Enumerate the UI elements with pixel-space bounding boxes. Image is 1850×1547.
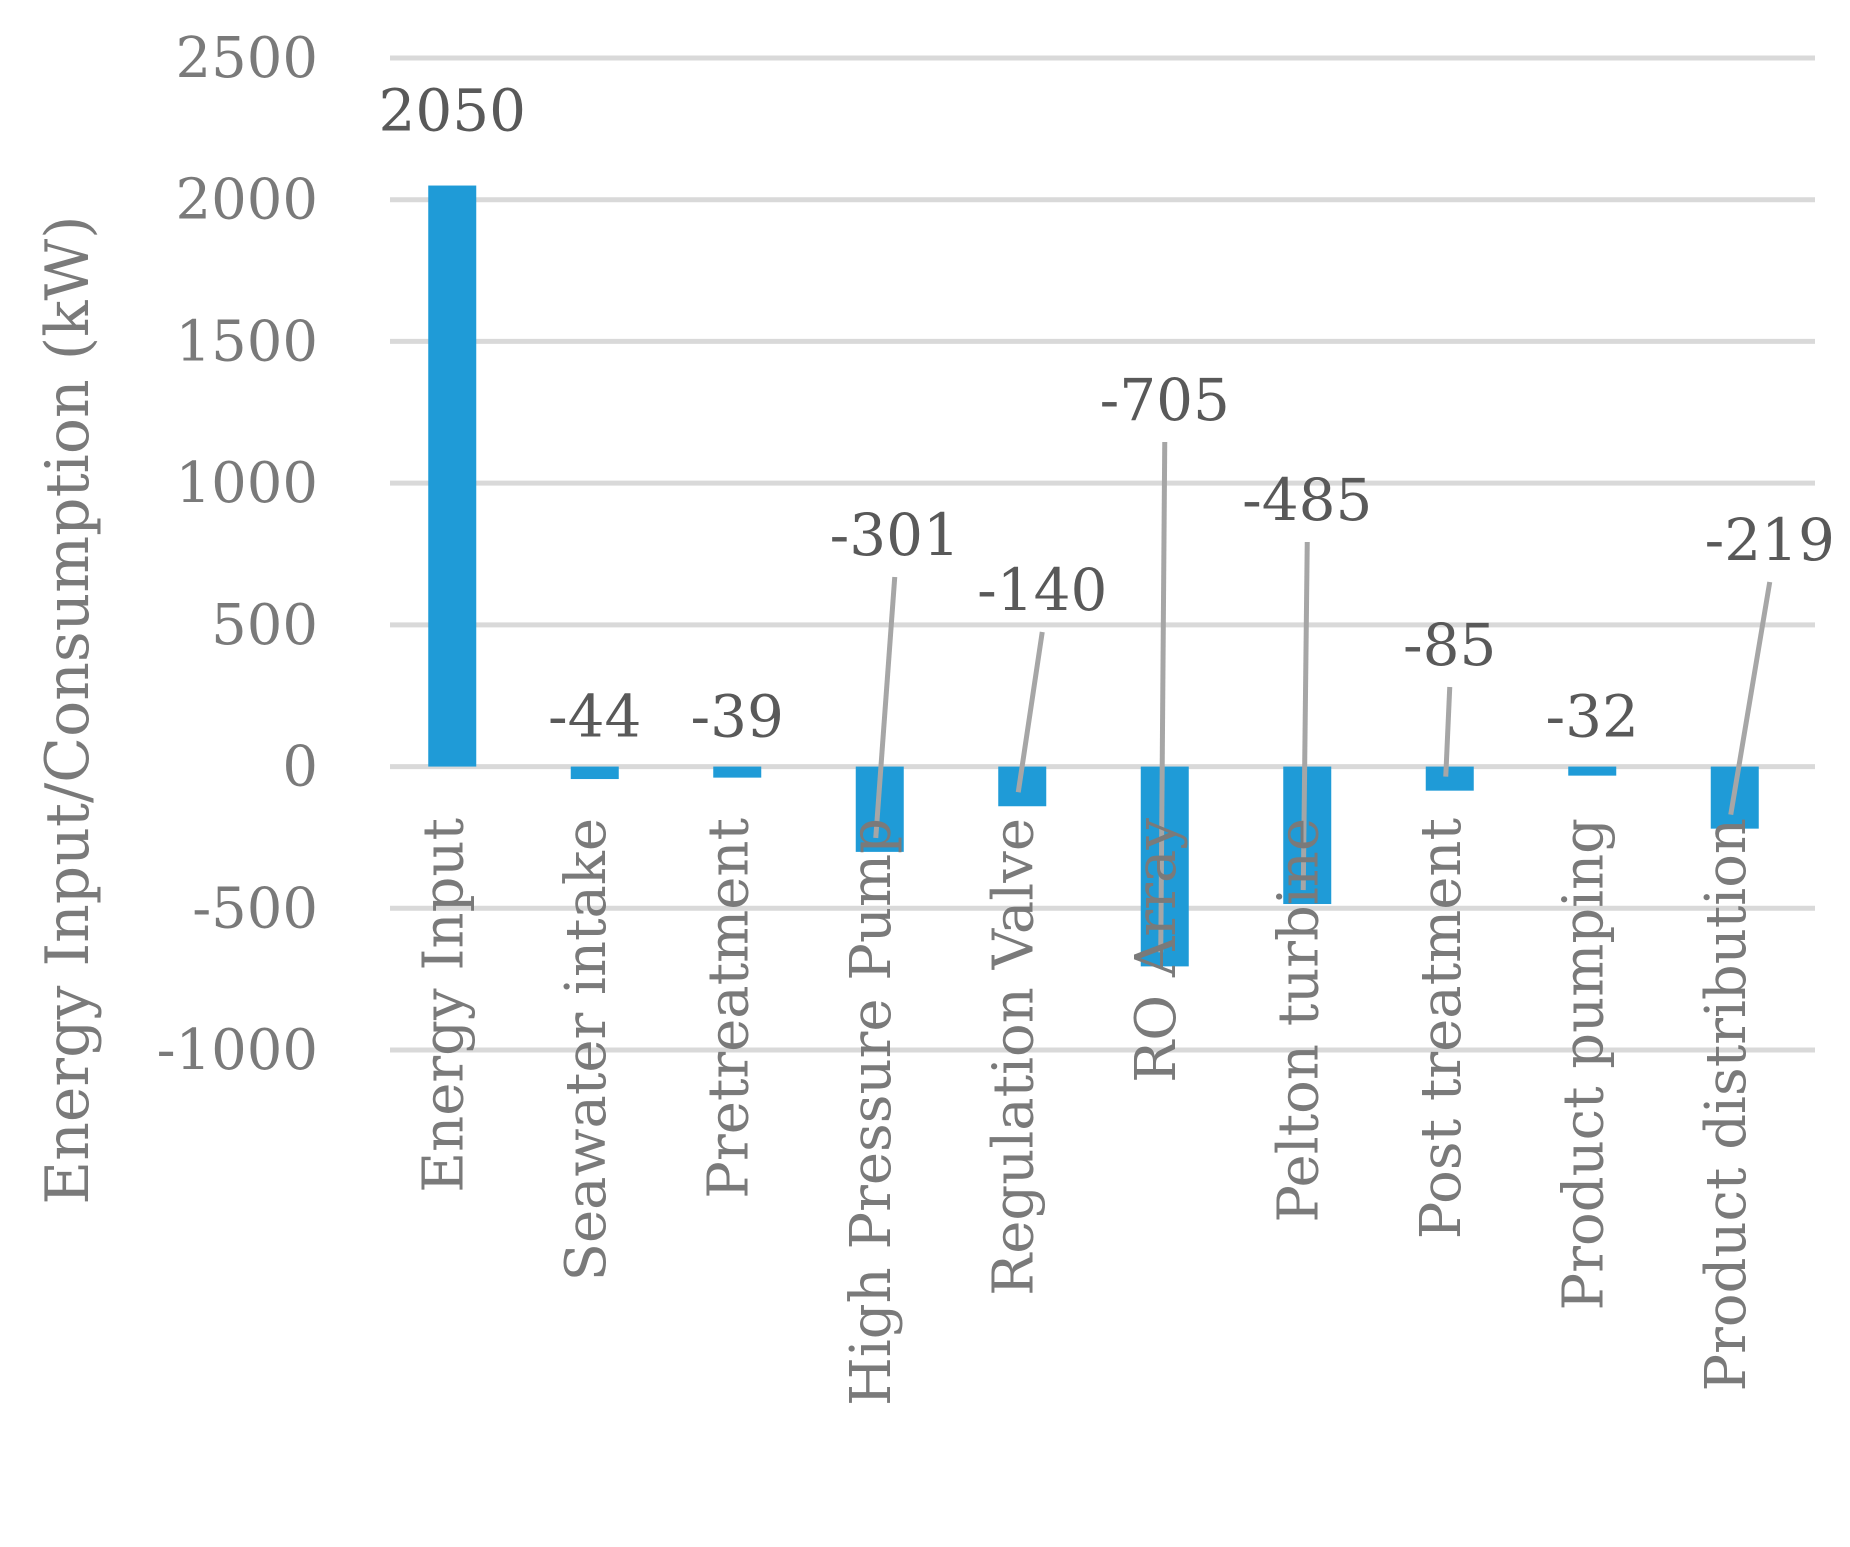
- bar: [570, 766, 619, 780]
- category-label: Product pumping: [1551, 818, 1616, 1310]
- y-tick-label: 2000: [175, 168, 318, 233]
- category-label: Energy Input: [411, 818, 476, 1193]
- category-labels: Energy Input Seawater intake Pretreatment H…: [411, 818, 1759, 1406]
- leader-lines: [873, 441, 1773, 953]
- y-tick-label: 2500: [175, 26, 318, 91]
- bar: [1283, 766, 1332, 905]
- bar: [713, 766, 762, 778]
- y-tick-label: -1000: [157, 1018, 318, 1083]
- category-label: Regulation Valve: [981, 818, 1046, 1296]
- category-label: Pelton turbine: [1266, 818, 1331, 1223]
- data-label: -219: [1705, 506, 1835, 574]
- y-axis-ticks: -1000 -500 0 500 1000 1500 2000 2500: [157, 26, 318, 1083]
- category-label: Pretreatment: [696, 818, 761, 1199]
- leader-line: [1443, 686, 1453, 777]
- category-label: Product distribution: [1694, 818, 1759, 1392]
- y-axis-title: Energy Input/Consumption (kW): [33, 215, 103, 1204]
- data-labels: 2050 -44 -39 -301-140 -705-485 -85 -32 -219: [378, 77, 1834, 751]
- bar: [1140, 766, 1189, 967]
- y-tick-label: 500: [211, 593, 318, 658]
- leader-line: [1300, 541, 1310, 891]
- y-tick-label: -500: [192, 876, 318, 941]
- data-label: -301: [830, 501, 960, 569]
- y-tick-label: 0: [282, 735, 318, 800]
- category-label: RO Array: [1124, 818, 1189, 1083]
- bar: [1425, 766, 1474, 791]
- bars: [428, 185, 1759, 967]
- data-label: -140: [977, 556, 1107, 624]
- data-label: -705: [1100, 366, 1230, 434]
- bar: [428, 185, 477, 767]
- data-label: 2050: [378, 77, 526, 145]
- data-label: -32: [1546, 683, 1639, 751]
- category-label: High Pressure Pump: [839, 818, 904, 1406]
- leader-line: [1015, 631, 1045, 793]
- y-tick-label: 1000: [175, 451, 318, 516]
- data-label: -85: [1403, 611, 1496, 679]
- data-label: -39: [691, 683, 784, 751]
- y-tick-label: 1500: [175, 309, 318, 374]
- category-label: Seawater intake: [554, 818, 619, 1281]
- data-label: -485: [1242, 466, 1372, 534]
- data-label: -44: [548, 683, 641, 751]
- gridlines: [390, 55, 1815, 1053]
- leader-line: [1728, 581, 1773, 816]
- bar: [1568, 766, 1617, 776]
- category-label: Post treatment: [1409, 818, 1474, 1240]
- leader-line: [1158, 441, 1168, 953]
- leader-line: [873, 576, 898, 839]
